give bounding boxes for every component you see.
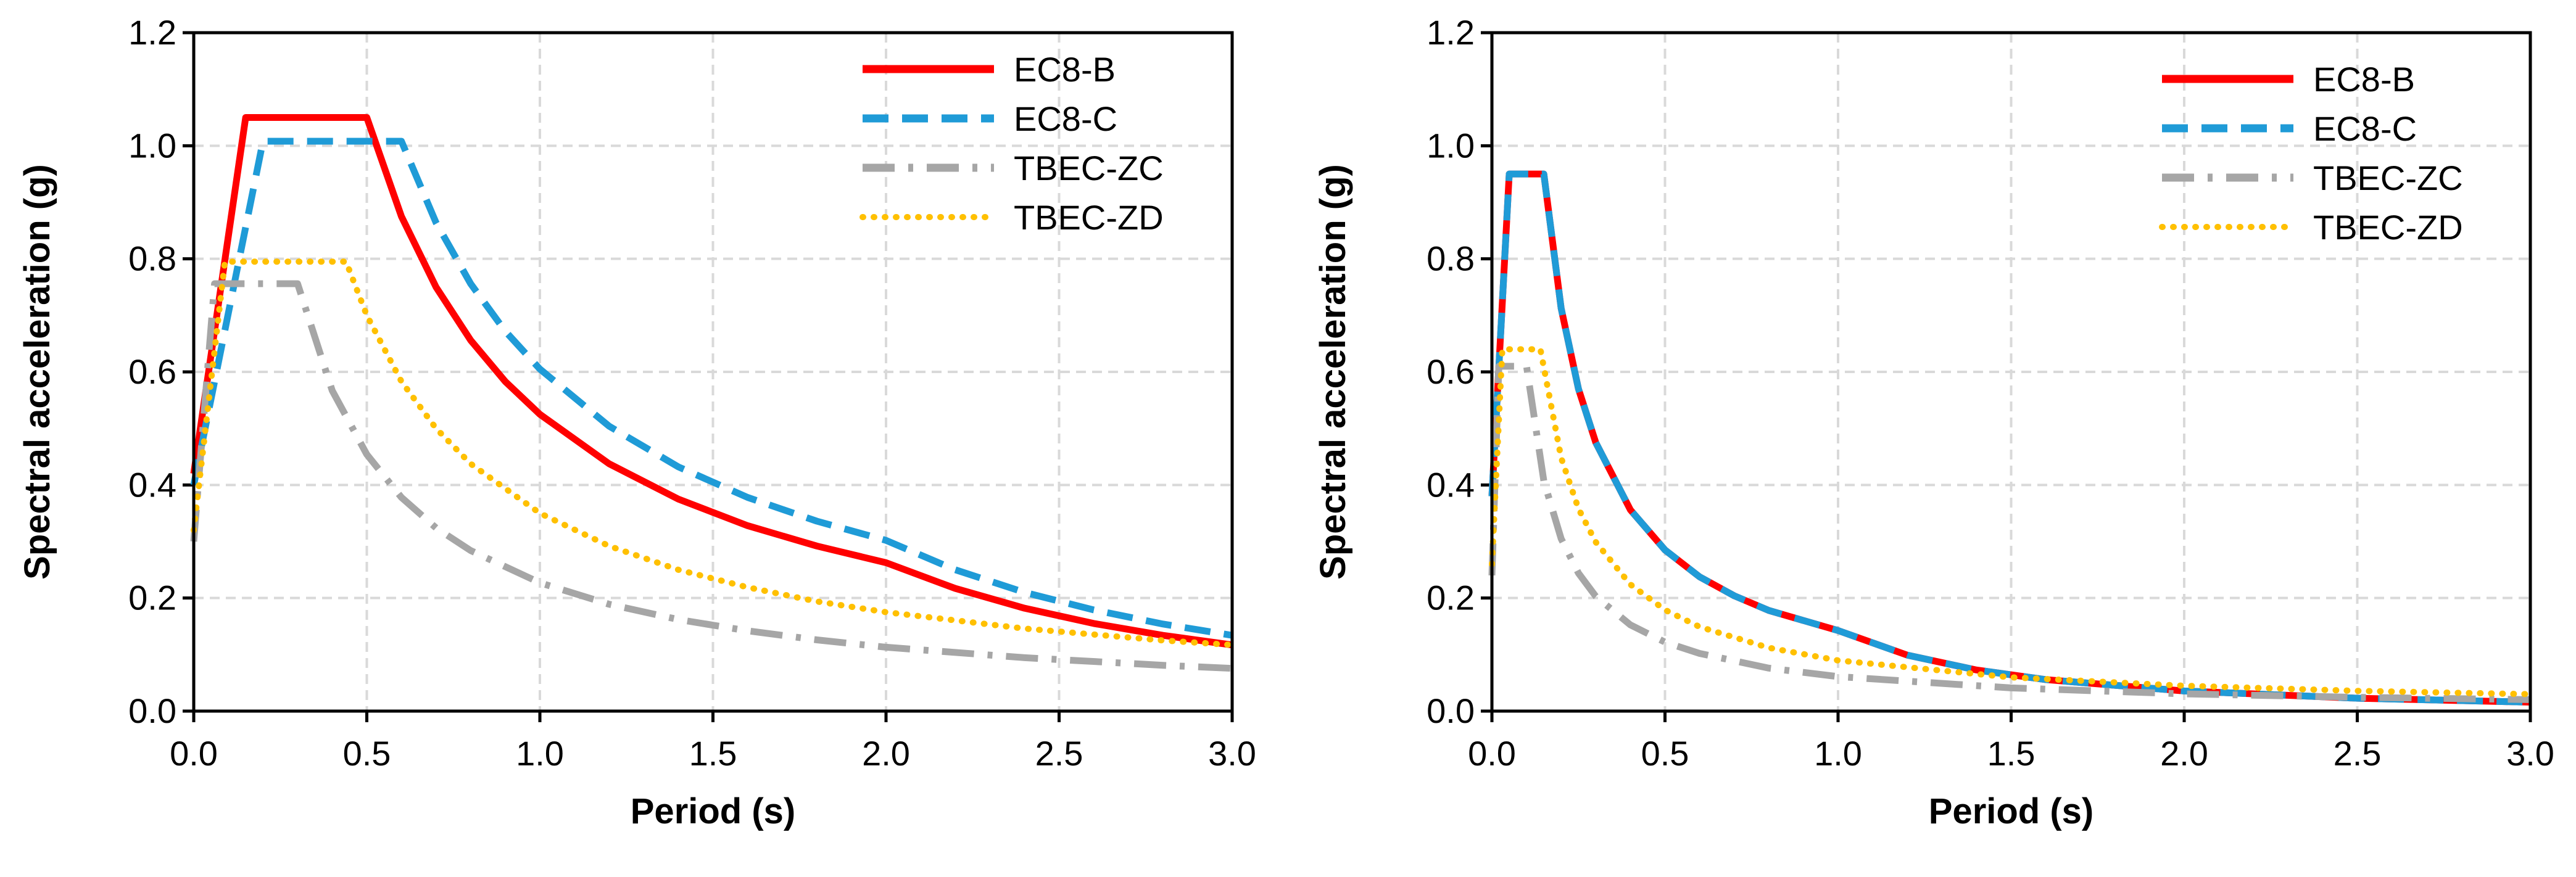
y-tick-label: 0.2 (1427, 578, 1475, 617)
x-tick-label: 1.5 (1987, 734, 2036, 773)
series-line-tbec-zd (1489, 346, 2533, 698)
legend-label: EC8-C (1014, 99, 1117, 138)
y-tick-label: 1.0 (1427, 126, 1475, 165)
y-tick-label: 0.4 (128, 465, 176, 504)
y-axis-title: Spectral acceleration (g) (1313, 164, 1353, 580)
y-tick-label: 0.0 (1427, 691, 1475, 730)
x-tick-label: 2.0 (2160, 734, 2208, 773)
chart-1: 0.0 0.2 0.4 0.6 0.8 1.0 1.2 0.0 0.5 1.0 1.5 2.0 2.5 3… (17, 13, 1256, 831)
y-tick-label: 0.8 (128, 239, 176, 278)
x-tick-label: 0.5 (1641, 734, 1689, 773)
y-tick-label: 0.6 (128, 352, 176, 391)
legend-label: EC8-B (2313, 60, 2415, 99)
chart-2: 0.0 0.2 0.4 0.6 0.8 1.0 1.2 0.0 0.5 1.0 1.5 2.0 2.5 3… (1313, 13, 2554, 831)
x-tick-label: 0.5 (343, 734, 391, 773)
y-axis-title: Spectral acceleration (g) (17, 164, 57, 580)
x-axis-title: Period (s) (1929, 791, 2094, 831)
x-tick-label: 0.0 (170, 734, 218, 773)
x-tick-label: 1.0 (1814, 734, 1862, 773)
series-line-tbec-zd (191, 258, 1235, 648)
x-tick-label: 3.0 (1208, 734, 1256, 773)
x-tick-label: 1.0 (516, 734, 564, 773)
y-tick-label: 0.8 (1427, 239, 1475, 278)
legend-label: TBEC-ZC (1014, 149, 1164, 187)
plot-frame (192, 31, 1234, 713)
y-tick-label: 1.2 (128, 13, 176, 52)
legend-label: TBEC-ZD (1014, 198, 1164, 237)
series-line-tbec-zc (190, 280, 1233, 672)
x-tick-label: 1.5 (689, 734, 737, 773)
y-tick-label: 1.0 (128, 126, 176, 165)
x-axis-title: Period (s) (631, 791, 796, 831)
series-line-ec8-b (190, 114, 1233, 649)
y-tick-label: 0.6 (1427, 352, 1475, 391)
legend-label: EC8-C (2313, 109, 2417, 148)
y-tick-label: 1.2 (1427, 13, 1475, 52)
legend-label: TBEC-ZC (2313, 159, 2463, 197)
y-tick-label: 0.2 (128, 578, 176, 617)
x-tick-label: 2.5 (1035, 734, 1083, 773)
y-tick-label: 0.4 (1427, 465, 1475, 504)
x-tick-label: 2.5 (2334, 734, 2382, 773)
legend-label: TBEC-ZD (2313, 208, 2463, 247)
y-tick-label: 0.0 (128, 691, 176, 730)
plot-frame (1490, 31, 2532, 713)
x-tick-label: 3.0 (2506, 734, 2554, 773)
legend-label: EC8-B (1014, 50, 1116, 89)
series-line-tbec-zc (1488, 363, 2531, 703)
x-tick-label: 2.0 (862, 734, 910, 773)
series-line-ec8-c (190, 138, 1233, 639)
x-tick-label: 0.0 (1468, 734, 1516, 773)
